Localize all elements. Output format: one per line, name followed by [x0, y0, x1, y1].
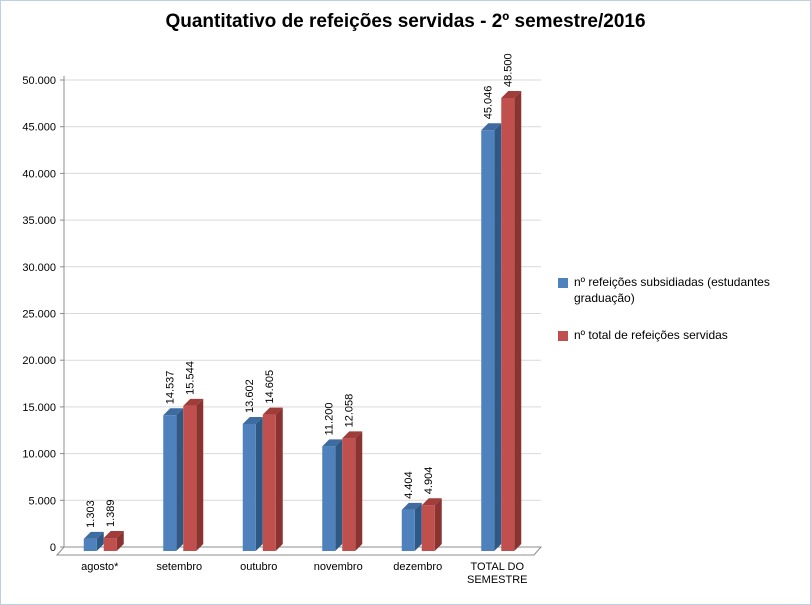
bar-side	[96, 531, 104, 551]
bar-side	[335, 439, 343, 551]
bar-side	[116, 531, 124, 551]
bar-value-label: 14.537	[165, 371, 177, 405]
bar	[401, 509, 415, 551]
bar-value-label: 48.500	[503, 53, 515, 87]
bar-value-label: 13.602	[244, 379, 256, 413]
chart-title: Quantitativo de refeições servidas - 2º …	[165, 11, 646, 32]
bar-side	[414, 502, 422, 551]
bar-top	[163, 408, 184, 416]
bar-side	[255, 416, 263, 551]
y-tick-label: 5.000	[28, 495, 56, 507]
bar	[262, 414, 276, 551]
bar	[163, 415, 177, 551]
bar-top	[183, 398, 204, 406]
bar-value-label: 1.389	[105, 499, 117, 527]
bar-value-label: 4.404	[403, 471, 415, 499]
y-tick-label: 10.000	[22, 449, 56, 461]
y-tick-label: 20.000	[22, 355, 56, 367]
y-tick-label: 50.000	[22, 75, 56, 87]
bar-top	[481, 123, 502, 131]
bar-side	[514, 91, 522, 551]
bar-value-label: 45.046	[483, 86, 495, 120]
bar	[481, 130, 495, 551]
bar	[242, 423, 256, 551]
bar-side	[355, 431, 363, 551]
legend-item-subsidiadas: nº refeições subsidiadas (estudantes gra…	[558, 275, 806, 306]
bar	[421, 505, 435, 551]
y-tick-label: 30.000	[22, 262, 56, 274]
bar-side	[494, 123, 502, 552]
y-tick-label: 45.000	[22, 122, 56, 134]
legend: nº refeições subsidiadas (estudantes gra…	[558, 275, 806, 344]
x-category-label: setembro	[156, 561, 202, 573]
legend-item-total: nº total de refeições servidas	[558, 328, 806, 344]
y-tick-label: 0	[50, 542, 56, 554]
bar-top	[103, 531, 124, 539]
legend-swatch-red-icon	[558, 331, 568, 342]
bar-top	[421, 498, 442, 506]
bar-top	[322, 439, 343, 447]
bar-top	[401, 502, 422, 510]
x-category-label: dezembro	[393, 561, 442, 573]
bar	[322, 446, 336, 551]
bar	[183, 405, 197, 551]
bar-value-label: 4.904	[423, 467, 435, 495]
bar-value-label: 1.303	[85, 500, 97, 528]
legend-swatch-blue-icon	[558, 278, 568, 288]
bar-value-label: 11.200	[324, 403, 336, 436]
bar-top	[262, 407, 283, 415]
bar-side	[176, 408, 184, 551]
bar-value-label: 14.605	[264, 370, 276, 404]
bar-value-label: 12.058	[344, 394, 356, 428]
bar	[342, 438, 356, 551]
bar-top	[83, 531, 104, 539]
y-tick-label: 25.000	[22, 309, 56, 321]
y-tick-label: 40.000	[22, 168, 56, 180]
bar	[83, 538, 97, 551]
y-tick-label: 15.000	[22, 402, 56, 414]
chart-floor	[55, 546, 543, 556]
bar-side	[434, 498, 442, 551]
x-category-label: agosto*	[81, 561, 119, 573]
bar	[103, 538, 117, 551]
x-category-label: novembro	[314, 561, 363, 573]
bar-side	[196, 398, 204, 551]
bar	[501, 98, 515, 551]
legend-label-total: nº total de refeições servidas	[574, 328, 728, 343]
bar-side	[275, 407, 283, 551]
legend-label-subsidiadas: nº refeições subsidiadas (estudantes gra…	[574, 275, 770, 305]
y-tick-label: 35.000	[22, 215, 56, 227]
bar-top	[501, 91, 522, 99]
bar-top	[242, 416, 263, 424]
bar-top	[342, 431, 363, 439]
x-category-label: outubro	[240, 561, 277, 573]
x-category-label: TOTAL DO SEMESTRE	[467, 561, 528, 586]
bar-value-label: 15.544	[185, 361, 197, 395]
